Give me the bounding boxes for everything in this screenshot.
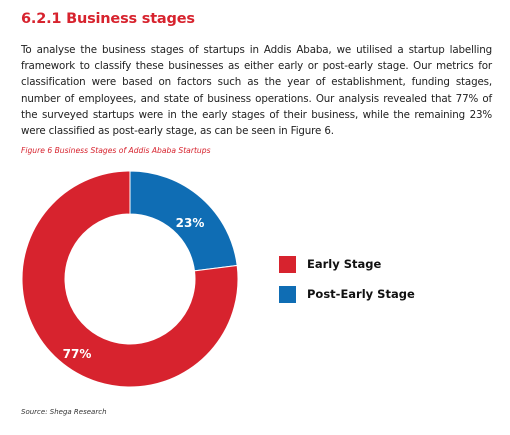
legend-swatch-post-early-stage bbox=[279, 285, 296, 303]
chart-legend: Early Stage Post-Early Stage bbox=[279, 254, 415, 314]
legend-item-early-stage: Early Stage bbox=[279, 254, 415, 274]
legend-label-early-stage: Early Stage bbox=[307, 257, 382, 271]
figure-caption: Figure 6 Business Stages of Addis Ababa … bbox=[21, 146, 211, 155]
legend-item-post-early-stage: Post-Early Stage bbox=[279, 284, 415, 304]
legend-swatch-early-stage bbox=[279, 255, 296, 273]
donut-labels: 77% 23% bbox=[63, 216, 205, 361]
legend-label-post-early-stage: Post-Early Stage bbox=[307, 287, 415, 301]
donut-slice-post-early-stage bbox=[129, 170, 238, 272]
donut-slices bbox=[21, 170, 239, 388]
section-paragraph: To analyse the business stages of startu… bbox=[21, 44, 492, 138]
data-label-post-early-stage: 23% bbox=[176, 216, 205, 230]
donut-slice-early-stage bbox=[21, 170, 239, 388]
data-label-early-stage: 77% bbox=[63, 347, 92, 361]
section-heading: 6.2.1 Business stages bbox=[21, 11, 195, 27]
figure-source: Source: Shega Research bbox=[21, 408, 107, 416]
